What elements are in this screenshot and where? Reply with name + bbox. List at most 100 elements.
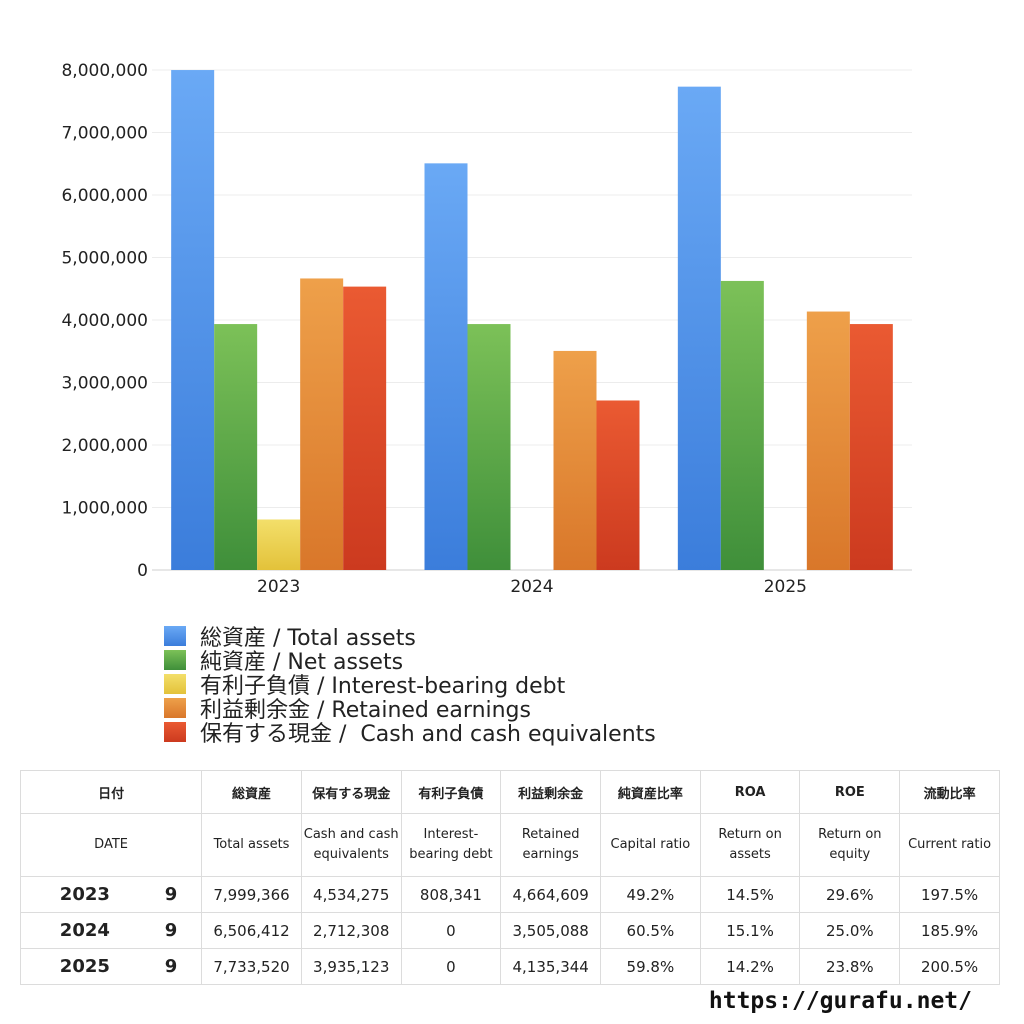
value-cell: 185.9% (899, 912, 1000, 949)
legend-swatch (164, 650, 186, 670)
y-tick-label: 7,000,000 (61, 124, 148, 144)
y-tick-label: 0 (137, 561, 148, 581)
y-tick-label: 4,000,000 (61, 311, 148, 331)
year-cell: 2025 (19, 948, 149, 985)
legend-item-interest-bearing-debt: 有利子負債 / Interest-bearing debt (164, 672, 656, 699)
month-cell: 9 (148, 876, 203, 913)
header-cell: DATE (19, 813, 203, 877)
value-cell: 59.8% (600, 948, 701, 985)
value-cell: 60.5% (600, 912, 701, 949)
value-cell: 15.1% (699, 912, 801, 949)
value-cell: 7,999,366 (201, 876, 302, 913)
table-header-jp: 日付 総資産 保有する現金 有利子負債 利益剰余金 純資産比率 ROA ROE … (19, 770, 1000, 814)
bar (424, 163, 468, 570)
header-cell: 純資産比率 (600, 770, 701, 814)
year-cell: 2024 (19, 912, 149, 949)
legend-item-cash: 保有する現金 / Cash and cash equivalents (164, 720, 656, 747)
bar (467, 324, 511, 570)
legend-swatch (164, 674, 186, 694)
chart-legend: 総資産 / Total assets 純資産 / Net assets 有利子負… (164, 624, 656, 747)
header-cell: 流動比率 (899, 770, 1000, 814)
bar (214, 324, 258, 570)
header-cell: Return on equity (799, 813, 901, 877)
bar-chart: 0 1,000,000 2,000,000 3,000,000 4,000,000 5,0… (61, 61, 912, 597)
bar (553, 350, 597, 570)
x-axis-ticks: 2023 2024 2025 (257, 577, 807, 597)
table-header-en: DATE Total assets Cash and cash equivale… (19, 813, 1000, 877)
header-cell: 日付 (19, 770, 203, 814)
legend-swatch (164, 698, 186, 718)
header-cell: 有利子負債 (400, 770, 502, 814)
y-tick-label: 5,000,000 (61, 249, 148, 269)
y-tick-label: 2,000,000 (61, 436, 148, 456)
bar (171, 70, 215, 571)
legend-swatch (164, 626, 186, 646)
value-cell: 3,935,123 (300, 948, 402, 985)
legend-label: 純資産 / Net assets (200, 650, 404, 675)
month-cell: 9 (148, 948, 203, 985)
month-cell: 9 (148, 912, 203, 949)
legend-label: 保有する現金 / Cash and cash equivalents (200, 722, 656, 747)
value-cell: 0 (400, 912, 502, 949)
header-cell: Cash and cash equivalents (300, 813, 402, 877)
x-tick-label: 2024 (510, 577, 553, 597)
year-cell: 2023 (19, 876, 149, 913)
legend-item-net-assets: 純資産 / Net assets (164, 648, 656, 675)
header-cell: Retained earnings (500, 813, 602, 877)
y-tick-label: 8,000,000 (61, 61, 148, 81)
header-cell: Capital ratio (600, 813, 701, 877)
value-cell: 2,712,308 (300, 912, 402, 949)
table-row: 2023 9 7,999,366 4,534,275 808,341 4,664… (19, 876, 1000, 913)
bar (677, 86, 721, 570)
value-cell: 6,506,412 (201, 912, 302, 949)
legend-item-total-assets: 総資産 / Total assets (164, 624, 656, 651)
financial-data-table: 日付 総資産 保有する現金 有利子負債 利益剰余金 純資産比率 ROA ROE … (19, 770, 1000, 985)
table-row: 2024 9 6,506,412 2,712,308 0 3,505,088 6… (19, 912, 1000, 949)
header-cell: Interest-bearing debt (400, 813, 502, 877)
x-tick-label: 2025 (764, 577, 807, 597)
header-cell: 利益剰余金 (500, 770, 602, 814)
value-cell: 200.5% (899, 948, 1000, 985)
bar (849, 324, 893, 570)
value-cell: 4,135,344 (500, 948, 602, 985)
value-cell: 4,534,275 (300, 876, 402, 913)
value-cell: 0 (400, 948, 502, 985)
value-cell: 7,733,520 (201, 948, 302, 985)
value-cell: 49.2% (600, 876, 701, 913)
value-cell: 14.2% (699, 948, 801, 985)
value-cell: 14.5% (699, 876, 801, 913)
legend-label: 総資産 / Total assets (200, 626, 416, 651)
header-cell: 総資産 (201, 770, 302, 814)
source-url: https://gurafu.net/ (708, 988, 972, 1014)
bar (300, 278, 344, 570)
legend-swatch (164, 722, 186, 742)
chart-bars (171, 70, 893, 571)
header-cell: Return on assets (699, 813, 801, 877)
value-cell: 197.5% (899, 876, 1000, 913)
y-tick-label: 6,000,000 (61, 186, 148, 206)
bar (720, 280, 764, 570)
y-tick-label: 1,000,000 (61, 499, 148, 519)
table-row: 2025 9 7,733,520 3,935,123 0 4,135,344 5… (19, 948, 1000, 985)
value-cell: 23.8% (799, 948, 901, 985)
legend-item-retained-earnings: 利益剰余金 / Retained earnings (164, 696, 656, 723)
value-cell: 25.0% (799, 912, 901, 949)
header-cell: Total assets (201, 813, 302, 877)
header-cell: 保有する現金 (300, 770, 402, 814)
chart-grid (152, 69, 912, 571)
header-cell: Current ratio (899, 813, 1000, 877)
bar (257, 519, 301, 570)
value-cell: 4,664,609 (500, 876, 602, 913)
value-cell: 3,505,088 (500, 912, 602, 949)
bar (806, 311, 850, 570)
value-cell: 29.6% (799, 876, 901, 913)
x-tick-label: 2023 (257, 577, 300, 597)
y-tick-label: 3,000,000 (61, 374, 148, 394)
bar (343, 286, 387, 570)
legend-label: 有利子負債 / Interest-bearing debt (200, 674, 566, 699)
legend-label: 利益剰余金 / Retained earnings (200, 698, 531, 723)
y-axis-ticks: 0 1,000,000 2,000,000 3,000,000 4,000,000 5,0… (61, 61, 148, 581)
header-cell: ROE (799, 770, 901, 814)
header-cell: ROA (699, 770, 801, 814)
bar (596, 400, 640, 570)
